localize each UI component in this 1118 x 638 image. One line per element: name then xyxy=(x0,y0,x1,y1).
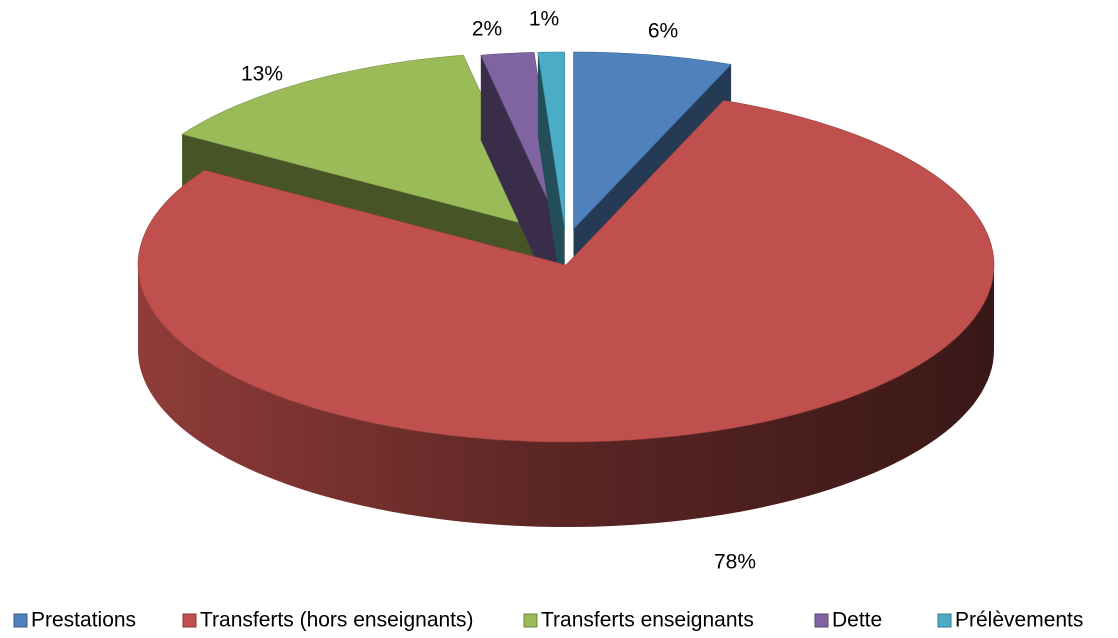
pie-slice xyxy=(537,51,565,315)
legend-swatch xyxy=(523,613,538,628)
legend-swatch xyxy=(13,613,28,628)
slice-top xyxy=(181,54,545,230)
legend-swatch xyxy=(182,613,197,628)
data-label: 6% xyxy=(648,20,678,43)
legend-label: Prestations xyxy=(31,609,136,632)
slice-top xyxy=(573,51,732,230)
legend-label: Prélèvements xyxy=(955,609,1083,632)
pie-slice xyxy=(137,100,995,527)
legend-label: Transferts enseignants xyxy=(541,609,754,632)
data-label: 78% xyxy=(714,551,756,574)
legend-swatch xyxy=(937,613,952,628)
slice-wall xyxy=(537,52,565,315)
slice-top xyxy=(137,100,995,443)
legend-label: Dette xyxy=(832,609,882,632)
slice-side-shade xyxy=(138,265,994,527)
legend-label: Transferts (hors enseignants) xyxy=(200,609,474,632)
slice-wall xyxy=(480,55,561,314)
slice-top xyxy=(480,51,562,230)
data-label: 1% xyxy=(529,8,559,31)
slice-top xyxy=(537,51,565,230)
data-label: 2% xyxy=(472,18,502,41)
data-label: 13% xyxy=(241,63,283,86)
legend-swatch xyxy=(814,613,829,628)
